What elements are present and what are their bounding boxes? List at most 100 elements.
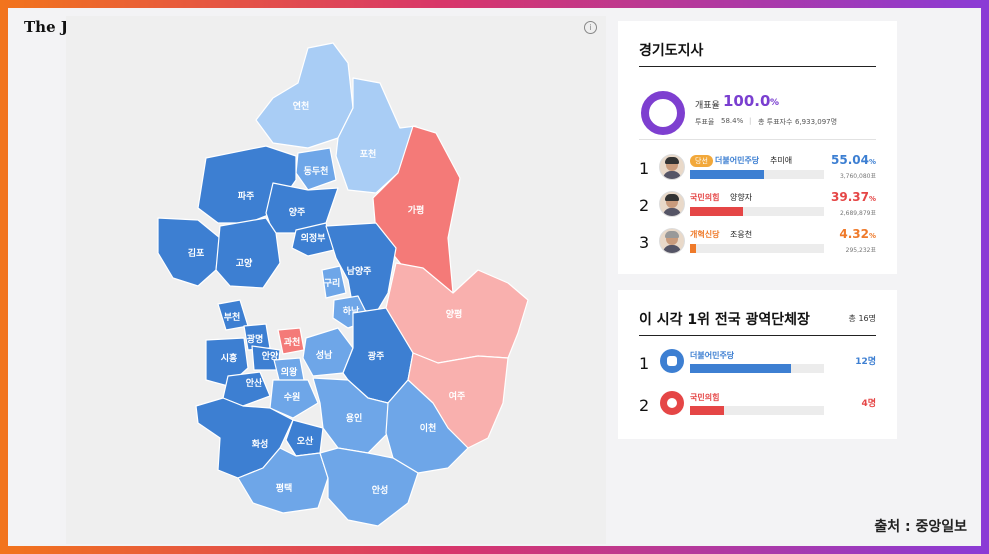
vote-bar [690, 170, 824, 179]
separator: | [749, 117, 752, 125]
voters-value: 6,933,097명 [795, 118, 838, 126]
candidate-votes: 2,689,879표 [839, 210, 876, 217]
region-osan[interactable]: 오산 [285, 419, 324, 457]
source-credit: 출처 : 중앙일보 [874, 519, 967, 535]
region-label: 시흥 [221, 352, 238, 364]
party-row[interactable]: 2 국민의힘 4명 [618, 388, 897, 418]
candidate-party: 더불어민주당 [715, 156, 760, 165]
region-suwon[interactable]: 수원 [269, 379, 319, 419]
candidate-votes: 3,760,080표 [839, 173, 876, 180]
region-label: 평택 [276, 482, 293, 494]
region-label: 포천 [360, 149, 377, 160]
region-label: 용인 [346, 413, 363, 424]
region-uijeongbu[interactable]: 의정부 [291, 222, 335, 257]
panel-title: 경기도지사 [639, 43, 704, 59]
region-goyang[interactable]: 고양 [215, 217, 281, 289]
voters-label: 총 투표자수 [758, 118, 793, 126]
region-label: 여주 [449, 390, 466, 402]
region-label: 수원 [284, 391, 301, 403]
candidate-rank: 2 [639, 196, 650, 215]
candidate-name: 조응천 [730, 230, 753, 239]
region-yongin[interactable]: 용인 [312, 377, 394, 454]
map-svg: 연천 포천 동두천 파주 양주 [157, 42, 529, 527]
region-label: 양주 [289, 206, 306, 218]
turnout-label: 투표율 [695, 118, 715, 126]
candidate-percent: 55.04% [831, 153, 876, 167]
vote-bar [690, 207, 824, 216]
vote-bar [690, 244, 824, 253]
candidate-rank: 1 [639, 159, 650, 178]
region-label: 광주 [368, 350, 385, 362]
candidate-avatar [659, 191, 685, 217]
vote-bar-fill [690, 170, 764, 179]
region-anseong[interactable]: 안성 [319, 447, 419, 527]
count-unit: % [770, 98, 780, 108]
region-gwangju[interactable]: 광주 [342, 307, 414, 404]
party-name: 국민의힘 [690, 393, 720, 402]
region-label: 과천 [284, 336, 301, 348]
divider [639, 139, 876, 140]
region-siheung[interactable]: 시흥 [205, 337, 249, 387]
region-yangju[interactable]: 양주 [265, 182, 339, 234]
party-seats: 12명 [855, 357, 876, 367]
party-rank: 2 [639, 396, 650, 415]
region-label: 안양 [262, 350, 279, 362]
info-icon[interactable]: i [584, 21, 597, 34]
region-label: 안산 [246, 377, 263, 389]
region-ansan[interactable]: 안산 [222, 371, 271, 407]
region-gwacheon[interactable]: 과천 [277, 327, 305, 355]
title-divider [639, 335, 876, 336]
seat-bar-fill [690, 364, 791, 373]
region-label: 안성 [372, 484, 389, 496]
region-label: 남양주 [347, 265, 372, 277]
candidate-avatar [659, 154, 685, 180]
region-guri[interactable]: 구리 [321, 265, 347, 299]
candidate-rank: 3 [639, 233, 650, 252]
candidate-percent: 4.32% [839, 227, 876, 241]
candidate-votes: 295,232표 [845, 247, 876, 254]
candidate-row[interactable]: 1 당선 더불어민주당 추미애 55.04% 3,760,080표 [618, 151, 897, 187]
seat-bar [690, 406, 824, 415]
candidate-party: 개혁신당 [690, 230, 720, 239]
region-label: 이천 [420, 422, 437, 434]
winner-badge: 당선 [690, 155, 713, 167]
region-label: 동두천 [304, 166, 329, 177]
region-yeoncheon[interactable]: 연천 [255, 42, 354, 149]
region-hwaseong[interactable]: 화성 [195, 397, 294, 479]
region-label: 김포 [188, 247, 205, 259]
candidate-percent: 39.37% [831, 190, 876, 204]
party-rank: 1 [639, 354, 650, 373]
region-bucheon[interactable]: 부천 [217, 299, 249, 331]
region-icheon[interactable]: 이천 [385, 379, 469, 474]
graphic-frame: The JoongAng 연천 포천 동두천 파주 [8, 8, 981, 546]
national-leaders-panel: 이 시각 1위 전국 광역단체장 총 16명 1 더불어민주당 12명 2 국민… [618, 290, 897, 439]
party-seats: 4명 [861, 399, 876, 409]
panel-title: 이 시각 1위 전국 광역단체장 [639, 312, 810, 328]
region-label: 가평 [408, 204, 425, 216]
region-label: 연천 [293, 101, 310, 112]
candidate-row[interactable]: 2 국민의힘 양향자 39.37% 2,689,879표 [618, 188, 897, 224]
region-label: 파주 [238, 190, 255, 202]
region-label: 광명 [247, 333, 264, 345]
candidate-avatar [659, 228, 685, 254]
region-pocheon[interactable]: 포천 [335, 77, 417, 194]
region-gimpo[interactable]: 김포 [157, 217, 221, 287]
region-gwangmyeong[interactable]: 광명 [243, 323, 271, 351]
region-pyeongtaek[interactable]: 평택 [237, 447, 329, 514]
region-label: 성남 [316, 349, 333, 361]
region-label: 양평 [446, 308, 463, 320]
governor-results-panel: 경기도지사 개표율 100.0 % 투표율 58.4% | 총 투표자수 6,9… [618, 21, 897, 274]
count-label: 개표율 [695, 101, 720, 111]
region-label: 화성 [252, 438, 269, 450]
candidate-row[interactable]: 3 개혁신당 조응천 4.32% 295,232표 [618, 225, 897, 261]
candidate-party: 국민의힘 [690, 193, 720, 202]
region-label: 고양 [236, 257, 253, 269]
region-label: 구리 [324, 277, 341, 289]
party-row[interactable]: 1 더불어민주당 12명 [618, 346, 897, 376]
gyeonggi-map: 연천 포천 동두천 파주 양주 [66, 16, 606, 544]
region-label: 의왕 [281, 366, 298, 378]
total-count: 총 16명 [848, 314, 876, 323]
region-dongducheon[interactable]: 동두천 [295, 147, 337, 191]
count-value: 100.0 [723, 92, 771, 110]
count-progress-donut [641, 91, 685, 135]
